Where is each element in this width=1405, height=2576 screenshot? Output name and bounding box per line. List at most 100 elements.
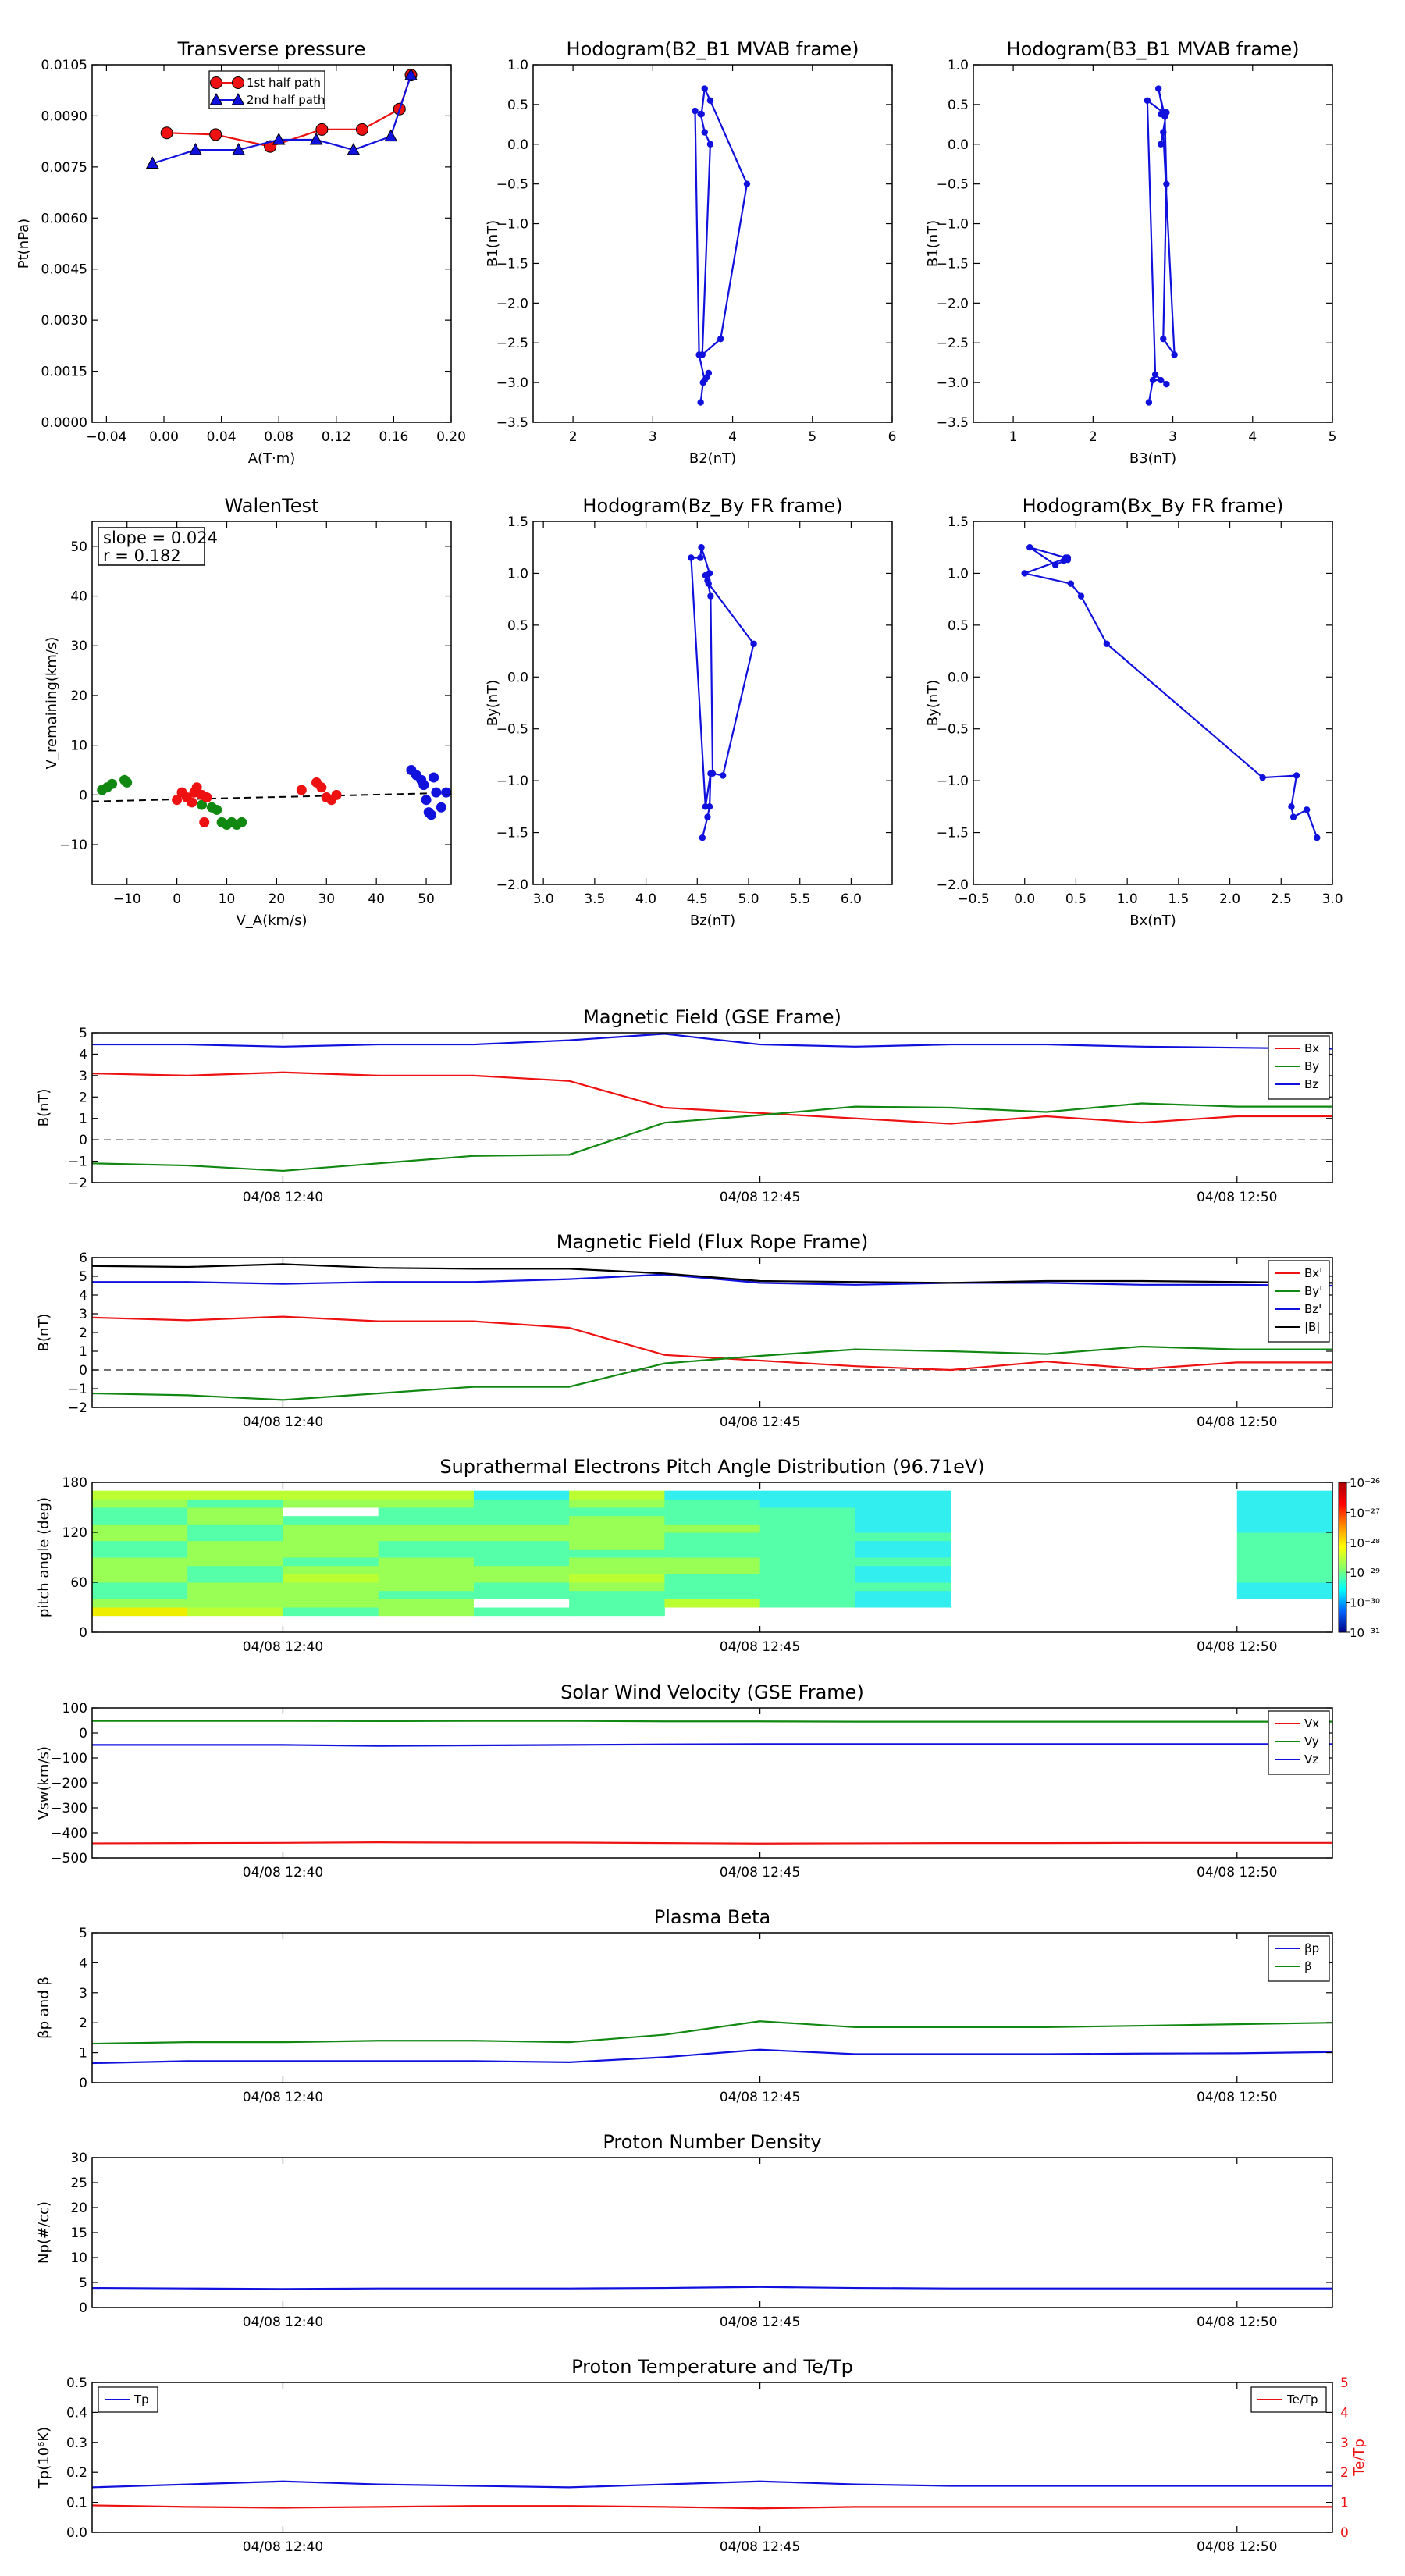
heatmap-cell (664, 1490, 761, 1500)
y-tick-label: −200 (51, 1776, 87, 1791)
x-axis-label: Bz(nT) (690, 913, 735, 929)
y-axis-label: Np(#/cc) (36, 2201, 52, 2264)
data-point (436, 802, 446, 813)
series-line (92, 1743, 1332, 1747)
heatmap-cell (473, 1532, 570, 1542)
x-tick-label: 04/08 12:40 (243, 1639, 323, 1655)
colorbar-tick-label: 10⁻³¹ (1350, 1626, 1380, 1640)
legend-label: βp (1304, 1941, 1319, 1955)
heatmap-cell (664, 1507, 761, 1517)
x-tick-label: 04/08 12:50 (1197, 1190, 1277, 1205)
heatmap-cell (378, 1490, 475, 1500)
chart-h2: Hodogram(B3_B1 MVAB frame) B3(nT) B1(nT) 1 2… (925, 38, 1336, 467)
plot-area (92, 764, 451, 831)
heatmap-cell (759, 1540, 856, 1550)
y-tick-label: −400 (51, 1826, 87, 1841)
heatmap-cell (855, 1532, 951, 1542)
series-line (92, 1071, 1332, 1125)
y-tick-label: 1.0 (948, 58, 969, 73)
legend-label: Bx (1304, 1041, 1319, 1055)
x-tick-label: 2 (569, 429, 578, 445)
data-point (1171, 351, 1178, 358)
plot-area (92, 2480, 1332, 2510)
series-line (690, 546, 755, 838)
heatmap-cell (283, 1524, 379, 1533)
heatmap-cell (378, 1565, 475, 1574)
heatmap-cell (664, 1582, 761, 1592)
data-point (702, 571, 709, 579)
heatmap-cell (283, 1507, 379, 1517)
y-tick-label: 10 (70, 2250, 87, 2266)
y-tick-label: 120 (62, 1525, 87, 1541)
panel-mag_gse: Magnetic Field (GSE Frame) B(nT) 04/08 12:… (36, 1006, 1333, 1205)
y-tick-label: 15 (70, 2226, 87, 2241)
legend-label: 1st half path (247, 76, 321, 90)
x-tick-label: 0 (173, 891, 181, 907)
heatmap-cell (473, 1599, 570, 1608)
data-point (1303, 806, 1311, 813)
y-tick-label: 100 (62, 1701, 87, 1717)
heatmap-cell (759, 1515, 856, 1525)
heatmap-cell (378, 1590, 475, 1599)
y2-axis-label: Te/Tp (1351, 2439, 1368, 2477)
y-tick-label: 0.3 (66, 2435, 87, 2451)
y-tick-label: 2 (79, 2016, 87, 2031)
x-tick-label: 2.0 (1219, 891, 1240, 907)
heatmap-cell (855, 1540, 951, 1550)
data-point (1151, 371, 1159, 379)
colorbar-tick-label: 10⁻³⁰ (1350, 1596, 1380, 1610)
y-tick-label: −2 (68, 1400, 87, 1416)
heatmap-cell (92, 1515, 188, 1525)
x-tick-label: 04/08 12:40 (243, 2090, 323, 2105)
series-line (92, 2286, 1332, 2290)
data-point (425, 809, 436, 820)
heatmap-cell (283, 1549, 379, 1558)
heatmap-cell (569, 1490, 665, 1500)
data-point (1314, 834, 1321, 841)
y2-tick-label: 5 (1340, 2375, 1349, 2391)
y-tick-label: 3 (79, 1069, 87, 1084)
data-point (191, 782, 202, 793)
data-point (1163, 180, 1170, 187)
data-point (1160, 129, 1167, 136)
heatmap-cell (378, 1607, 475, 1617)
y-tick-label: 0.0 (507, 137, 528, 153)
heatmap-cell (1236, 1532, 1332, 1542)
fit-line (92, 792, 451, 802)
heatmap-cell (92, 1499, 188, 1508)
plot-area (1144, 85, 1178, 406)
heatmap-cell (855, 1582, 951, 1592)
heatmap-cell (759, 1557, 856, 1567)
heatmap-cell (855, 1524, 951, 1533)
x-tick-label: 04/08 12:45 (720, 2539, 800, 2555)
y-tick-label: −2.5 (496, 336, 528, 351)
heatmap-cell (855, 1549, 951, 1558)
series-line (92, 2480, 1332, 2489)
y-axis-label: B1(nT) (925, 220, 941, 267)
heatmap-cell (759, 1590, 856, 1599)
data-point (706, 97, 714, 104)
chart-title: Hodogram(Bx_By FR frame) (1023, 495, 1284, 517)
heatmap-cell (569, 1499, 665, 1508)
heatmap-cell (187, 1490, 283, 1500)
y-axis-label: B(nT) (36, 1089, 52, 1127)
data-point (107, 778, 118, 789)
legend-marker (210, 76, 222, 89)
y-tick-label: 1.0 (507, 58, 528, 73)
heatmap-cell (378, 1557, 475, 1567)
y-tick-label: 2 (79, 1325, 87, 1341)
heatmap-cell (283, 1574, 379, 1583)
data-point (750, 640, 757, 647)
y-axis-label: Tp(10⁶K) (36, 2427, 52, 2489)
colorbar-tick-label: 10⁻²⁸ (1350, 1536, 1380, 1550)
series-line (92, 2504, 1332, 2510)
x-tick-label: 0.04 (207, 429, 237, 445)
y-tick-label: −3.0 (937, 375, 969, 391)
y-tick-label: 180 (62, 1475, 87, 1491)
x-tick-label: 04/08 12:40 (243, 1865, 323, 1880)
data-point (697, 399, 704, 406)
legend-label: Bx' (1304, 1266, 1322, 1280)
plot-frame (91, 1482, 1333, 1633)
x-tick-label: −0.04 (86, 429, 126, 445)
